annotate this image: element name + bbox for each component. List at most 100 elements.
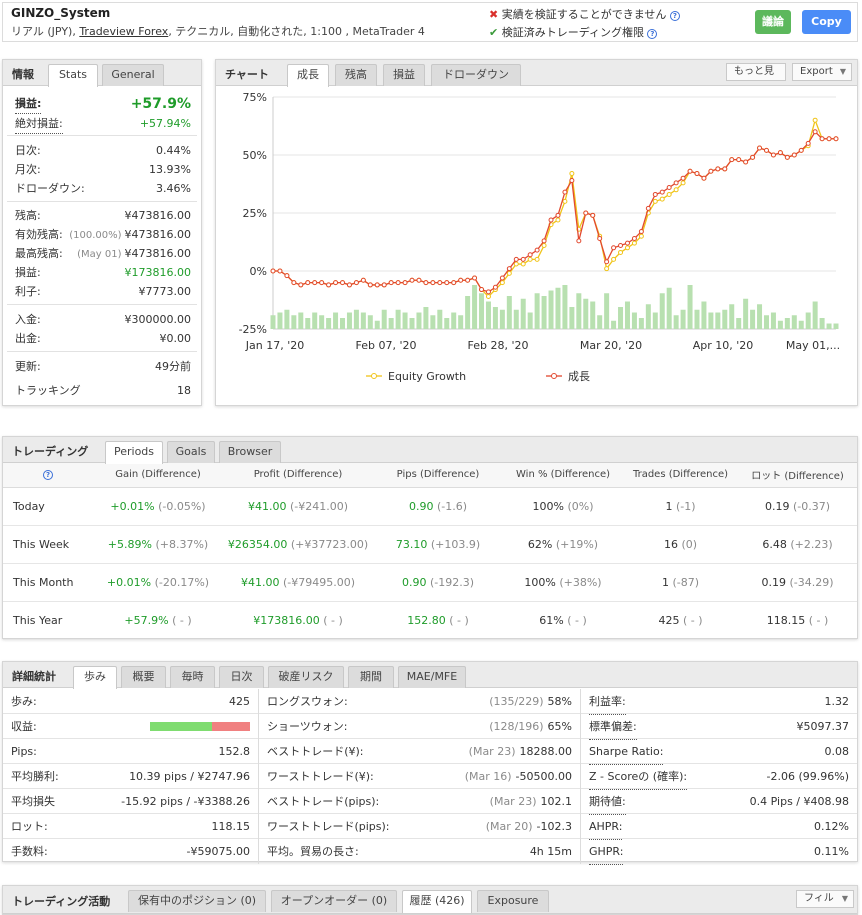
data-point[interactable] <box>805 140 811 146</box>
broker-link[interactable]: Tradeview Forex <box>79 25 169 38</box>
data-point[interactable] <box>430 280 436 286</box>
data-point[interactable] <box>722 166 728 172</box>
data-point[interactable] <box>416 277 422 283</box>
data-point[interactable] <box>555 212 561 218</box>
data-point[interactable] <box>638 233 644 239</box>
tab-profit[interactable]: 損益 <box>383 64 425 86</box>
data-point[interactable] <box>791 152 797 158</box>
data-point[interactable] <box>374 282 380 288</box>
data-point[interactable] <box>409 277 415 283</box>
help-icon[interactable]: ? <box>43 470 53 481</box>
data-point[interactable] <box>798 147 804 153</box>
data-point[interactable] <box>534 256 540 262</box>
data-point[interactable] <box>402 280 408 286</box>
data-point[interactable] <box>784 154 790 160</box>
system-name[interactable]: GINZO_System <box>11 6 111 20</box>
tab-growth[interactable]: 成長 <box>287 64 329 87</box>
more-button[interactable]: もっと見 <box>726 63 786 81</box>
data-point[interactable] <box>812 117 818 123</box>
data-point[interactable] <box>458 277 464 283</box>
data-point[interactable] <box>680 175 686 181</box>
data-point[interactable] <box>687 168 693 174</box>
data-point[interactable] <box>750 154 756 160</box>
data-point[interactable] <box>388 280 394 286</box>
data-point[interactable] <box>833 136 839 142</box>
data-point[interactable] <box>729 157 735 163</box>
data-point[interactable] <box>423 280 429 286</box>
stat-label[interactable]: Sharpe Ratio: <box>589 739 664 765</box>
stat-label[interactable]: AHPR: <box>589 814 623 840</box>
col-profit[interactable]: Profit (Difference) <box>223 463 373 488</box>
tab-stats[interactable]: Stats <box>48 64 98 87</box>
data-point[interactable] <box>611 256 617 262</box>
tab-history[interactable]: 履歴 (426) <box>402 890 472 913</box>
tab-exposure[interactable]: Exposure <box>477 890 549 912</box>
tab-periods[interactable]: Periods <box>105 441 163 464</box>
data-point[interactable] <box>715 166 721 172</box>
data-point[interactable] <box>305 280 311 286</box>
data-point[interactable] <box>659 189 665 195</box>
data-point[interactable] <box>527 256 533 262</box>
data-point[interactable] <box>277 268 283 274</box>
data-point[interactable] <box>291 280 297 286</box>
data-point[interactable] <box>444 280 450 286</box>
col-trades[interactable]: Trades (Difference) <box>623 463 738 488</box>
data-point[interactable] <box>694 171 700 177</box>
data-point[interactable] <box>576 238 582 244</box>
col-win[interactable]: Win % (Difference) <box>503 463 623 488</box>
tab-risk-of-ruin[interactable]: 破産リスク <box>268 666 344 688</box>
tab-open-orders[interactable]: オープンオーダー (0) <box>271 890 397 912</box>
tab-summary[interactable]: 概要 <box>121 666 166 688</box>
tab-duration[interactable]: 期間 <box>348 666 394 688</box>
data-point[interactable] <box>708 168 714 174</box>
data-point[interactable] <box>673 180 679 186</box>
data-point[interactable] <box>826 136 832 142</box>
data-point[interactable] <box>513 256 519 262</box>
data-point[interactable] <box>590 212 596 218</box>
stat-label[interactable]: 標準偏差: <box>589 714 637 740</box>
data-point[interactable] <box>757 145 763 151</box>
tab-drawdown[interactable]: ドローダウン <box>431 64 521 86</box>
discuss-button[interactable]: 議論 <box>755 10 791 34</box>
col-gain[interactable]: Gain (Difference) <box>93 463 223 488</box>
tab-general[interactable]: General <box>102 64 164 86</box>
data-point[interactable] <box>353 280 359 286</box>
data-point[interactable] <box>527 252 533 258</box>
legend-label[interactable]: 成長 <box>568 370 590 383</box>
data-point[interactable] <box>604 266 610 272</box>
data-point[interactable] <box>360 277 366 283</box>
data-point[interactable] <box>666 191 672 197</box>
data-point[interactable] <box>513 261 519 267</box>
data-point[interactable] <box>569 171 575 177</box>
data-point[interactable] <box>298 282 304 288</box>
tab-browser[interactable]: Browser <box>219 441 281 463</box>
filter-button[interactable]: フィル ▼ <box>796 890 854 908</box>
data-point[interactable] <box>465 277 471 283</box>
data-point[interactable] <box>437 280 443 286</box>
data-point[interactable] <box>659 196 665 202</box>
tab-hourly[interactable]: 毎時 <box>170 666 215 688</box>
data-point[interactable] <box>569 178 575 184</box>
data-point[interactable] <box>673 187 679 193</box>
data-point[interactable] <box>819 136 825 142</box>
data-point[interactable] <box>534 247 540 253</box>
data-point[interactable] <box>743 159 749 165</box>
data-point[interactable] <box>618 242 624 248</box>
data-point[interactable] <box>381 282 387 288</box>
data-point[interactable] <box>812 129 818 135</box>
data-point[interactable] <box>499 280 505 286</box>
data-point[interactable] <box>485 294 491 300</box>
data-point[interactable] <box>319 280 325 286</box>
data-point[interactable] <box>326 282 332 288</box>
tab-daily[interactable]: 日次 <box>219 666 264 688</box>
data-point[interactable] <box>597 236 603 242</box>
data-point[interactable] <box>451 280 457 286</box>
data-point[interactable] <box>777 150 783 156</box>
growth-chart[interactable]: 75% 50% 25% 0% -25% Jan 17, '20 Feb 07, '20 Feb… <box>216 87 857 406</box>
data-point[interactable] <box>492 284 498 290</box>
data-point[interactable] <box>472 275 478 281</box>
data-point[interactable] <box>284 273 290 279</box>
data-point[interactable] <box>562 189 568 195</box>
stat-label[interactable]: 利益率: <box>589 689 626 715</box>
data-point[interactable] <box>479 287 485 293</box>
